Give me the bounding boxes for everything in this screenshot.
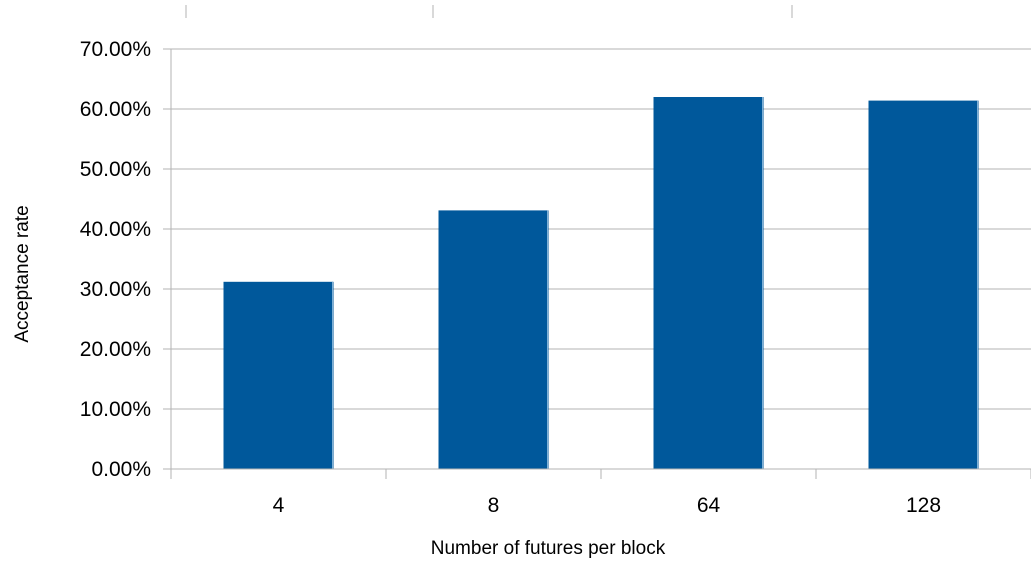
y-tick-label: 60.00% [80,98,151,121]
y-axis-title: Acceptance rate [12,205,33,342]
y-tick-label: 50.00% [80,158,151,181]
bars [223,97,979,469]
y-tick-label: 20.00% [80,338,151,361]
y-tick-label: 10.00% [80,398,151,421]
bar-4 [223,281,334,469]
y-tick-label: 70.00% [80,38,151,61]
x-tick-label: 8 [488,494,500,517]
axes [163,5,1031,479]
y-tick-labels: 0.00% 10.00% 20.00% 30.00% 40.00% 50.00% 60.00… [80,38,151,481]
bar-8 [438,210,549,469]
y-tick-label: 40.00% [80,218,151,241]
x-tick-label: 128 [906,494,941,517]
y-tick-label: 0.00% [91,458,151,481]
y-tick-label: 30.00% [80,278,151,301]
x-tick-label: 64 [697,494,721,517]
x-tick-labels: 4 8 64 128 [273,494,941,517]
x-axis-title: Number of futures per block [431,538,666,559]
bar-128 [868,100,979,469]
bar-64 [653,97,764,469]
x-tick-label: 4 [273,494,285,517]
